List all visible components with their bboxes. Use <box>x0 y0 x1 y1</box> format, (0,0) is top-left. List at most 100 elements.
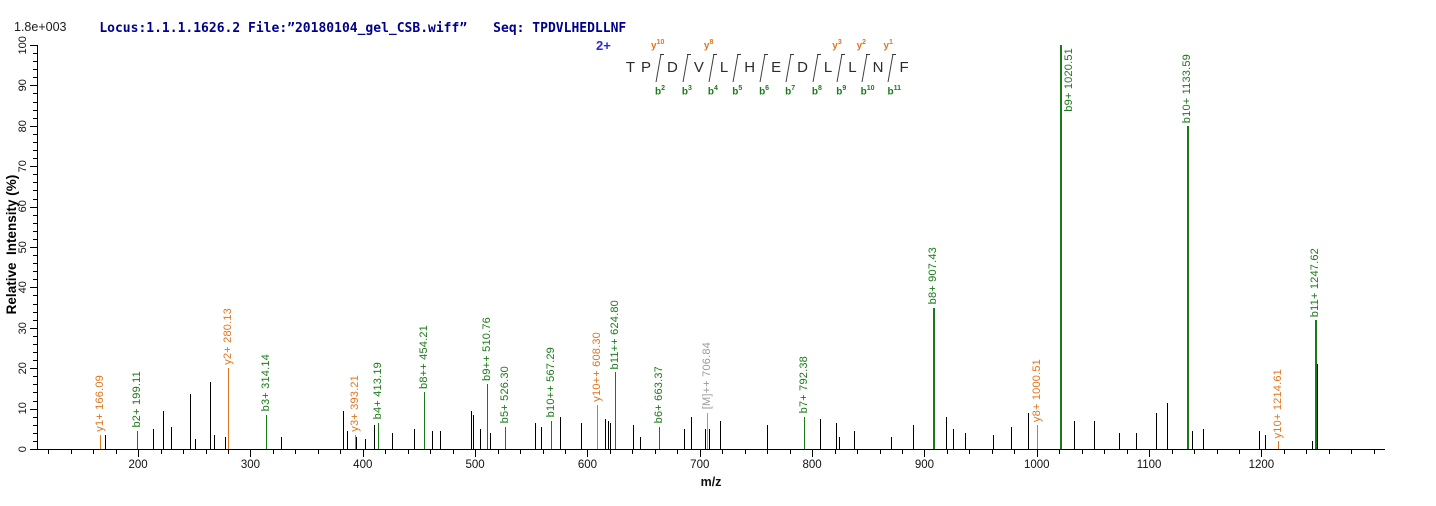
x-tick <box>587 450 589 457</box>
y-tick <box>33 133 37 135</box>
x-tick <box>250 450 252 457</box>
x-tick <box>1036 450 1038 457</box>
peak-unassigned <box>890 436 892 449</box>
y-tick-label: 90 <box>17 79 29 92</box>
peak-b-ion <box>1059 45 1062 449</box>
x-tick <box>677 450 679 454</box>
fragment-cut-mark: y1 b11 <box>883 39 901 97</box>
peak-unassigned <box>162 410 164 449</box>
peak-unassigned <box>1027 412 1029 449</box>
x-tick <box>699 450 701 457</box>
x-tick <box>789 450 791 454</box>
x-tick <box>1171 450 1173 454</box>
peak-label: b7+ 792.38 <box>797 356 810 414</box>
peak-unassigned <box>913 424 915 449</box>
residue-letter: T <box>625 59 635 76</box>
y-tick <box>33 214 37 216</box>
peak-unassigned <box>440 430 442 449</box>
x-tick <box>407 450 409 454</box>
peak-label: b3+ 314.14 <box>260 354 273 412</box>
x-tick <box>1261 450 1263 457</box>
y-tick-label: 0 <box>17 445 29 453</box>
x-tick <box>1194 450 1196 454</box>
residue-letter: H <box>744 59 756 76</box>
peak-b-ion <box>487 384 489 449</box>
x-tick <box>879 450 881 454</box>
y-axis-line <box>37 45 38 449</box>
x-tick <box>1149 450 1151 457</box>
peak-unassigned <box>767 424 769 449</box>
peak-unassigned <box>432 430 434 449</box>
y-tick <box>33 69 37 71</box>
y-tick <box>33 174 37 176</box>
y-tick <box>33 198 37 200</box>
y-tick <box>33 53 37 55</box>
residue-letter: V <box>693 59 704 76</box>
peak-label: b8+ 907.43 <box>926 247 939 305</box>
x-tick <box>812 450 814 457</box>
y-tick <box>33 150 37 152</box>
y-tick <box>33 343 37 345</box>
x-tick <box>1059 450 1061 454</box>
y-tick-label: 100 <box>17 35 29 55</box>
fragment-cut-mark: b8 <box>812 52 822 97</box>
fragment-cut-mark: b7 <box>785 52 795 97</box>
peak-M-ion <box>707 412 709 449</box>
y-ion-label: y8 <box>703 39 714 52</box>
y-tick <box>33 416 37 418</box>
peak-unassigned <box>214 434 216 449</box>
peak-unassigned <box>534 422 536 449</box>
x-tick <box>430 450 432 454</box>
peak-unassigned <box>633 424 635 449</box>
x-tick <box>609 450 611 454</box>
y-tick <box>33 77 37 79</box>
b-ion-label: b2 <box>655 84 666 97</box>
residue-letter: F <box>899 59 909 76</box>
y-tick <box>33 61 37 63</box>
y-tick <box>33 392 37 394</box>
x-tick <box>385 450 387 454</box>
x-tick <box>138 450 140 457</box>
fragment-cut-mark: y10 b2 <box>651 39 665 97</box>
x-tick-label: 1000 <box>1023 459 1050 471</box>
x-tick <box>991 450 993 454</box>
y-tick <box>33 360 37 362</box>
x-tick <box>1306 450 1308 454</box>
y-tick <box>33 271 37 273</box>
peak-unassigned <box>342 410 344 449</box>
y-tick <box>33 255 37 257</box>
peak-y-ion <box>100 434 101 449</box>
peak-unassigned <box>414 428 416 449</box>
peak-unassigned <box>391 432 393 449</box>
base-peak-intensity-label: 1.8e+003 <box>14 20 67 34</box>
y-tick <box>33 311 37 313</box>
y-tick <box>33 303 37 305</box>
x-axis-title: m/z <box>700 475 722 489</box>
b-ion-label: b5 <box>732 84 743 97</box>
peak-unassigned <box>374 424 375 449</box>
y-tick <box>33 101 37 103</box>
peak-unassigned <box>1061 432 1063 449</box>
x-tick <box>834 450 836 454</box>
y-tick <box>33 319 37 321</box>
peak-label: y10++ 608.30 <box>590 331 603 402</box>
peak-label: b8++ 454.21 <box>417 325 430 390</box>
x-tick <box>205 450 207 454</box>
peak-unassigned <box>1203 428 1205 449</box>
peak-unassigned <box>607 420 609 449</box>
peak-unassigned <box>280 436 282 449</box>
peak-y-ion <box>1037 424 1039 449</box>
peak-label: b5+ 526.30 <box>498 366 511 424</box>
peak-unassigned <box>1259 430 1261 449</box>
x-tick-label: 600 <box>577 459 598 471</box>
y-tick <box>30 85 37 87</box>
y-tick <box>33 384 37 386</box>
x-tick <box>70 450 72 454</box>
peak-label: y8+ 1000.51 <box>1031 358 1044 422</box>
x-tick <box>362 450 364 457</box>
x-tick <box>93 450 95 454</box>
x-tick <box>452 450 454 454</box>
y-tick-label: 30 <box>17 321 29 334</box>
y-ion-label: y10 <box>651 39 665 52</box>
peak-unassigned <box>472 414 474 449</box>
